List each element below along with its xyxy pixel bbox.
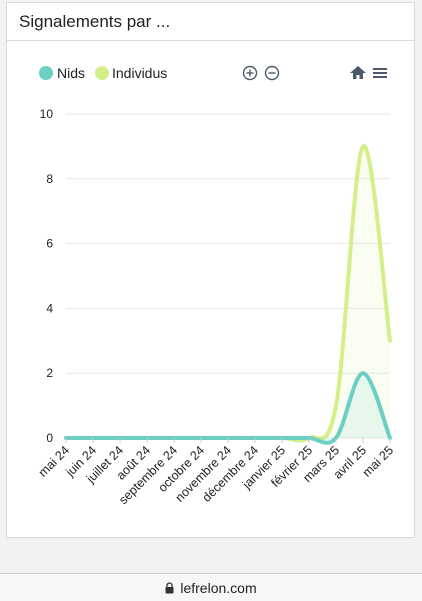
menu-icon[interactable] (373, 68, 387, 78)
legend-item-individus[interactable]: Individus (95, 65, 167, 81)
chart-svg: Nids Individus (36, 65, 396, 507)
lock-icon (165, 581, 174, 594)
legend-marker-nids (39, 66, 53, 80)
y-tick-label: 4 (46, 301, 53, 315)
zoom-in-icon[interactable] (242, 65, 258, 81)
card-title: Signalements par ... (19, 11, 171, 31)
area-fill-individus (66, 145, 390, 441)
y-tick-label: 2 (46, 366, 53, 380)
plot-areas (64, 144, 392, 445)
chart-card: Signalements par ... Nids Individus (6, 2, 415, 538)
legend-marker-individus (95, 66, 109, 80)
browser-domain: lefrelon.com (180, 579, 257, 596)
legend: Nids Individus (39, 65, 167, 81)
x-tick-label: mai 24 (36, 443, 72, 479)
legend-label-nids: Nids (57, 65, 85, 81)
home-icon[interactable] (350, 66, 366, 79)
legend-item-nids[interactable]: Nids (39, 65, 85, 81)
chart-area: Nids Individus (7, 41, 416, 537)
browser-address-bar[interactable]: lefrelon.com (0, 573, 422, 601)
x-tick-label: mai 25 (360, 443, 396, 479)
y-tick-label: 10 (40, 107, 54, 121)
y-tick-label: 0 (46, 431, 53, 445)
legend-label-individus: Individus (112, 65, 167, 81)
y-tick-label: 6 (46, 237, 53, 251)
card-header: Signalements par ... (7, 3, 414, 41)
y-axis: 0 2 4 6 8 10 (40, 107, 54, 445)
y-tick-label: 8 (46, 172, 53, 186)
zoom-out-icon[interactable] (264, 65, 280, 81)
